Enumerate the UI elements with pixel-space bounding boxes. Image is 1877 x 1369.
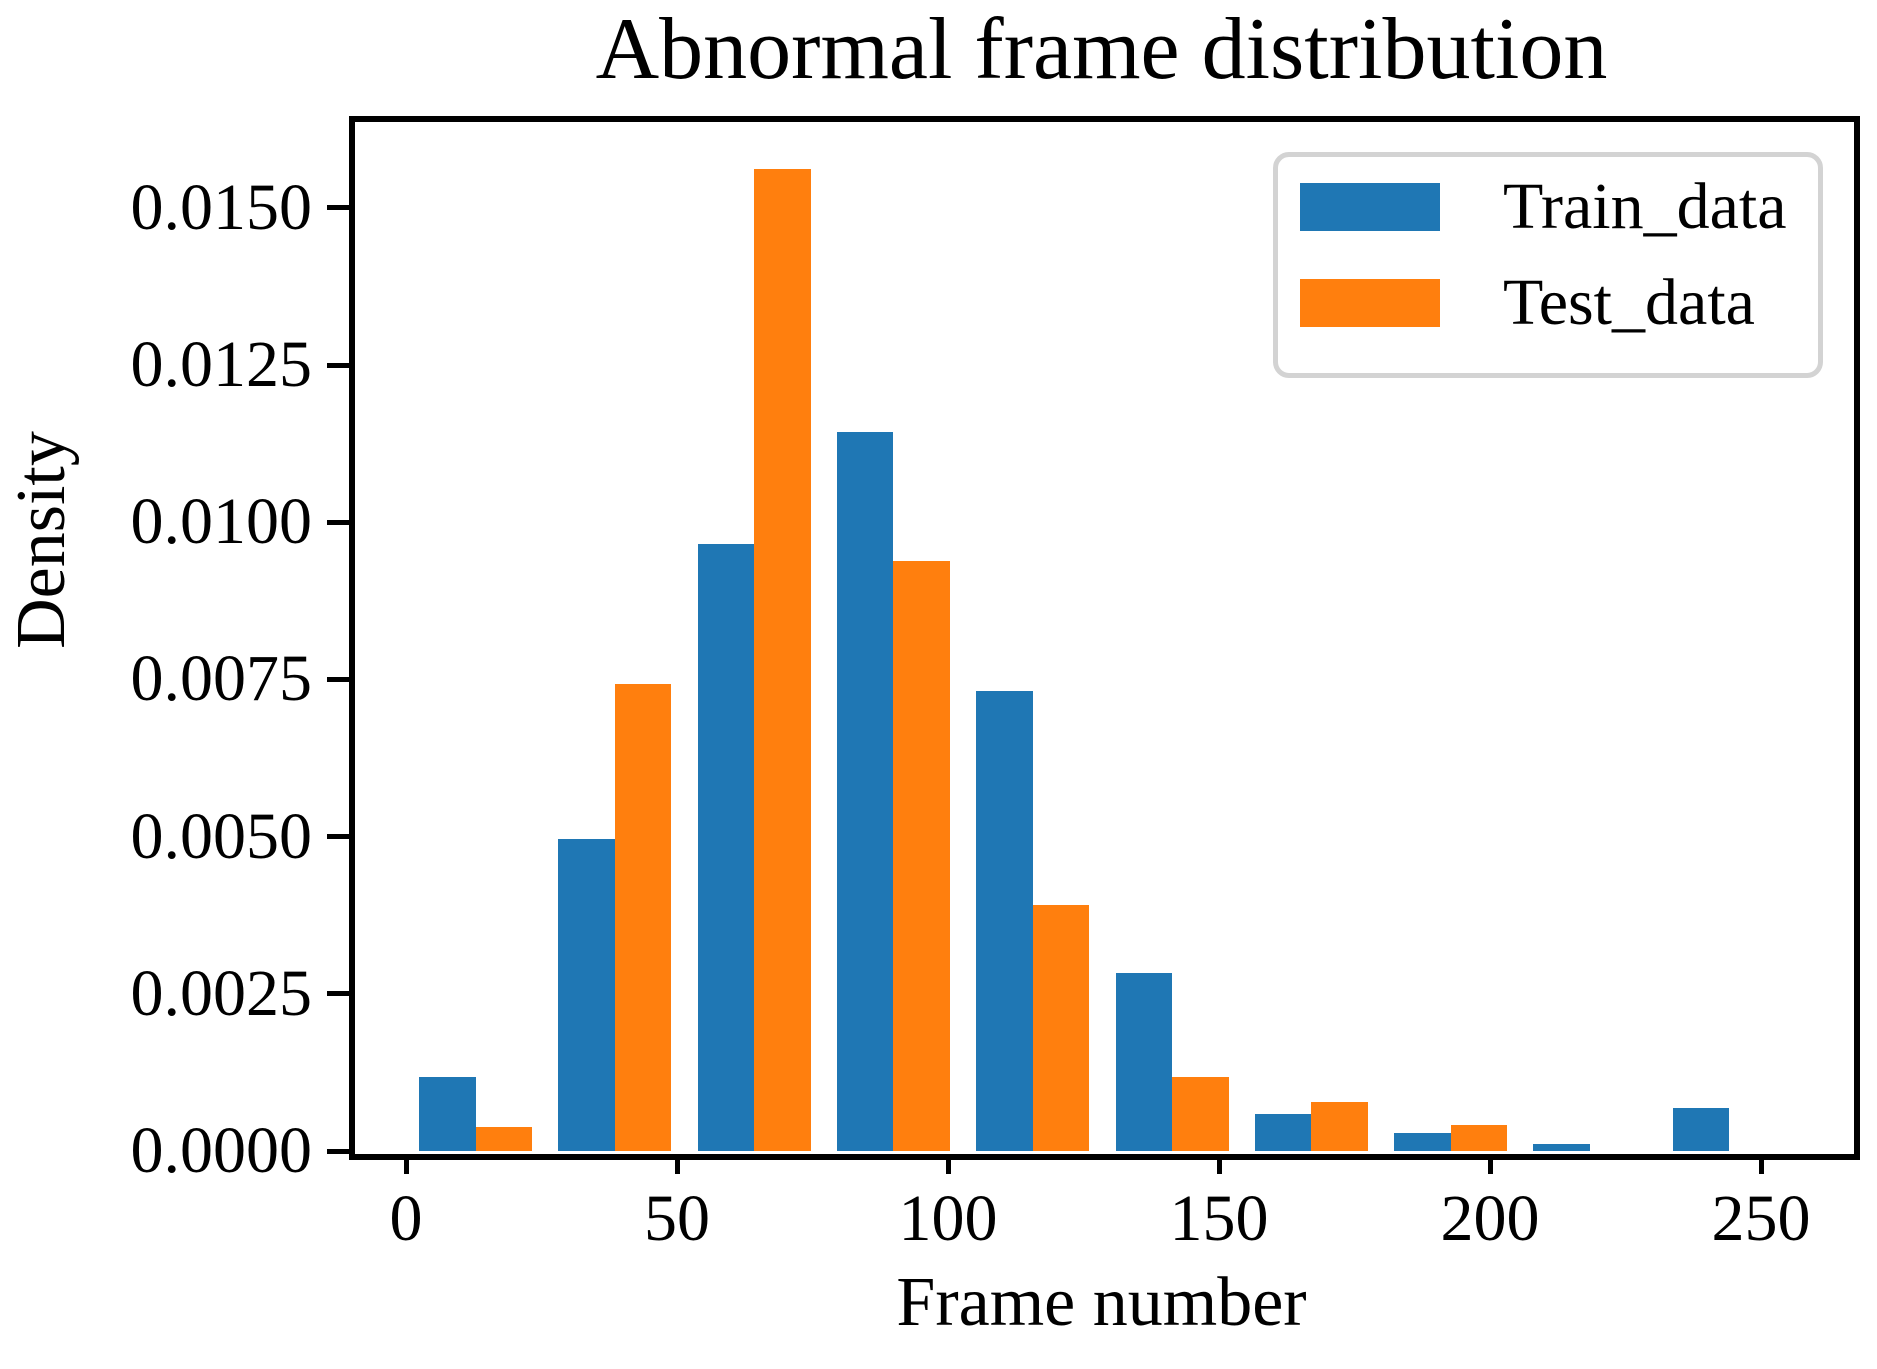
y-tick-mark	[327, 205, 349, 211]
x-tick-mark	[945, 1154, 951, 1174]
x-tick-mark	[403, 1154, 409, 1174]
y-tick-label: 0.0000	[130, 1114, 313, 1187]
y-tick-mark	[327, 1148, 349, 1154]
legend-label-train: Train_data	[1503, 170, 1787, 243]
test-bar	[475, 1127, 532, 1151]
train-bar	[836, 432, 894, 1151]
train-bar	[419, 1076, 476, 1151]
legend-swatch-train	[1300, 183, 1440, 231]
test-bar	[1311, 1102, 1368, 1151]
train-bar	[1115, 973, 1172, 1151]
train-bar	[1672, 1108, 1730, 1151]
x-tick-label: 150	[1169, 1182, 1269, 1255]
y-tick-mark	[327, 519, 349, 525]
test-bar	[754, 168, 811, 1151]
train-bar	[976, 691, 1033, 1151]
y-tick-mark	[327, 834, 349, 840]
y-tick-mark	[327, 991, 349, 997]
y-tick-label: 0.0075	[130, 642, 313, 716]
test-bar	[1450, 1125, 1507, 1151]
y-tick-label: 0.0100	[130, 485, 313, 559]
x-tick-mark	[1216, 1154, 1222, 1174]
plot-area	[349, 116, 1860, 1160]
x-tick-label: 200	[1440, 1182, 1540, 1255]
test-bar	[614, 684, 672, 1151]
y-tick-mark	[327, 362, 349, 368]
x-tick-label: 250	[1711, 1182, 1811, 1255]
x-tick-mark	[1758, 1154, 1764, 1174]
x-tick-mark	[674, 1154, 680, 1174]
x-tick-label: 100	[898, 1182, 998, 1255]
x-tick-label: 0	[389, 1182, 423, 1255]
test-bar	[1032, 904, 1090, 1151]
test-bar	[893, 561, 950, 1151]
test-bar	[1172, 1076, 1229, 1151]
train-bar	[558, 838, 615, 1151]
legend-swatch-test	[1300, 279, 1440, 327]
train-bar	[697, 543, 755, 1151]
train-bar	[1394, 1132, 1451, 1151]
y-tick-label: 0.0150	[130, 170, 313, 244]
chart-title: Abnormal frame distribution	[595, 1, 1608, 98]
y-tick-label: 0.0050	[130, 799, 313, 873]
y-tick-label: 0.0125	[130, 328, 313, 401]
y-tick-mark	[327, 676, 349, 682]
x-tick-label: 50	[644, 1182, 710, 1255]
train-bar	[1254, 1113, 1312, 1151]
legend-label-test: Test_data	[1503, 266, 1755, 339]
x-tick-mark	[1487, 1154, 1493, 1174]
x-axis-label: Frame number	[896, 1264, 1307, 1341]
train-bar	[1533, 1144, 1590, 1151]
y-tick-label: 0.0025	[130, 956, 313, 1030]
